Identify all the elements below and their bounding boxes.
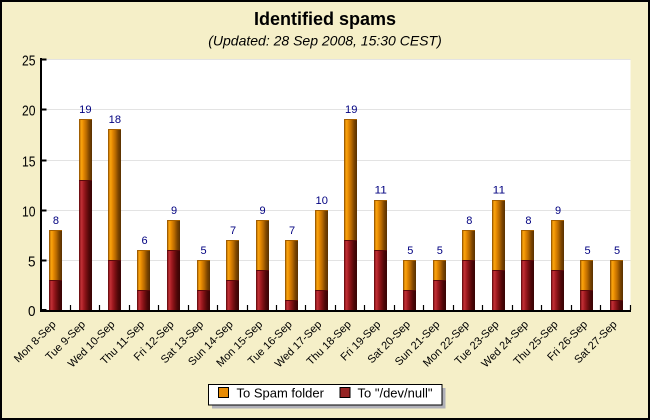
svg-text:25: 25 (22, 52, 36, 69)
svg-text:20: 20 (22, 102, 36, 119)
svg-text:11: 11 (375, 185, 387, 197)
svg-text:19: 19 (345, 104, 357, 116)
svg-text:5: 5 (437, 245, 443, 257)
svg-text:To Spam folder: To Spam folder (237, 386, 325, 401)
svg-text:8: 8 (525, 215, 531, 227)
svg-text:5: 5 (584, 245, 590, 257)
svg-text:5: 5 (614, 245, 620, 257)
svg-text:18: 18 (109, 114, 121, 126)
svg-text:15: 15 (22, 153, 36, 170)
svg-text:0: 0 (28, 303, 36, 320)
svg-text:9: 9 (171, 205, 177, 217)
svg-text:8: 8 (466, 215, 472, 227)
svg-text:10: 10 (316, 195, 328, 207)
svg-text:19: 19 (79, 104, 91, 116)
svg-text:5: 5 (28, 253, 36, 270)
svg-text:6: 6 (141, 235, 147, 247)
svg-text:8: 8 (53, 215, 59, 227)
svg-text:7: 7 (230, 225, 236, 237)
svg-text:To "/dev/null": To "/dev/null" (358, 386, 433, 401)
svg-text:9: 9 (260, 205, 266, 217)
svg-text:(Updated: 28 Sep 2008, 15:30 C: (Updated: 28 Sep 2008, 15:30 CEST) (208, 33, 441, 49)
svg-text:11: 11 (493, 185, 505, 197)
svg-text:Identified spams: Identified spams (254, 9, 396, 29)
svg-text:10: 10 (22, 203, 36, 220)
svg-text:7: 7 (289, 225, 295, 237)
svg-text:5: 5 (200, 245, 206, 257)
svg-text:9: 9 (555, 205, 561, 217)
svg-text:5: 5 (407, 245, 413, 257)
